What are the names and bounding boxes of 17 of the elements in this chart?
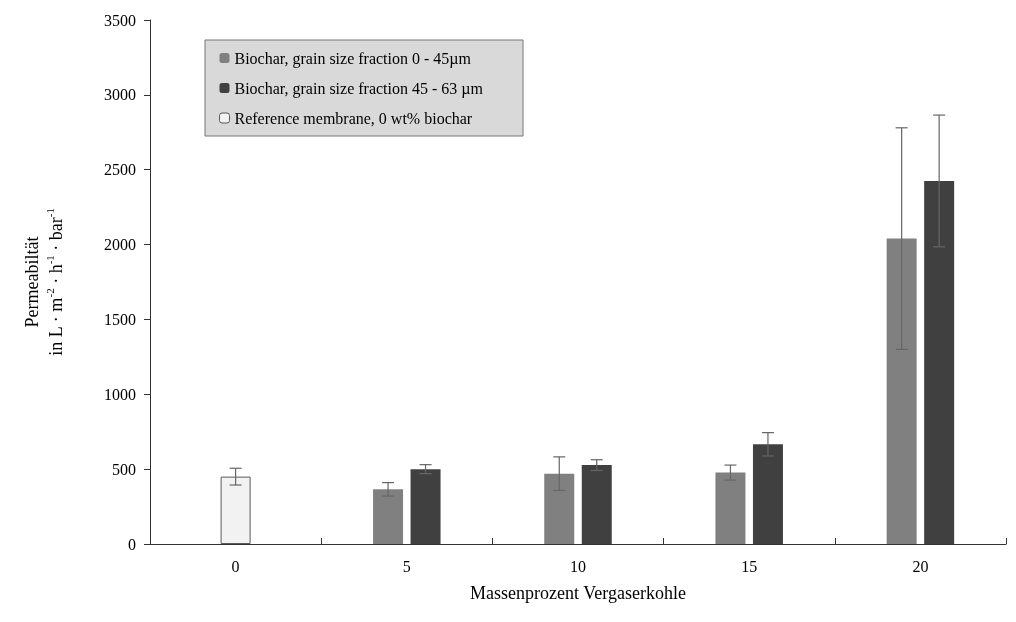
x-tick-label: 15 (741, 557, 758, 575)
y-tick-label: 500 (112, 460, 136, 478)
y-tick-label: 3500 (104, 11, 136, 29)
y-tick-label: 3000 (104, 86, 136, 104)
y-tick-label: 2000 (104, 236, 136, 254)
x-tick-label: 20 (912, 557, 929, 575)
y-tick-label: 0 (128, 535, 136, 553)
legend-label: Reference membrane, 0 wt% biochar (234, 109, 473, 127)
x-tick-label: 5 (402, 557, 411, 575)
y-tick-label: 1000 (104, 385, 136, 403)
legend-label: Biochar, grain size fraction 0 - 45µm (234, 49, 472, 68)
x-tick-label: 10 (570, 557, 586, 575)
legend-label: Biochar, grain size fraction 45 - 63 µm (234, 79, 484, 98)
x-tick-label: 0 (231, 557, 240, 575)
y-tick-label: 1500 (104, 310, 136, 328)
y-tick-label: 2500 (104, 161, 136, 179)
x-axis-title: Massenprozent Vergaserkohle (470, 583, 686, 603)
